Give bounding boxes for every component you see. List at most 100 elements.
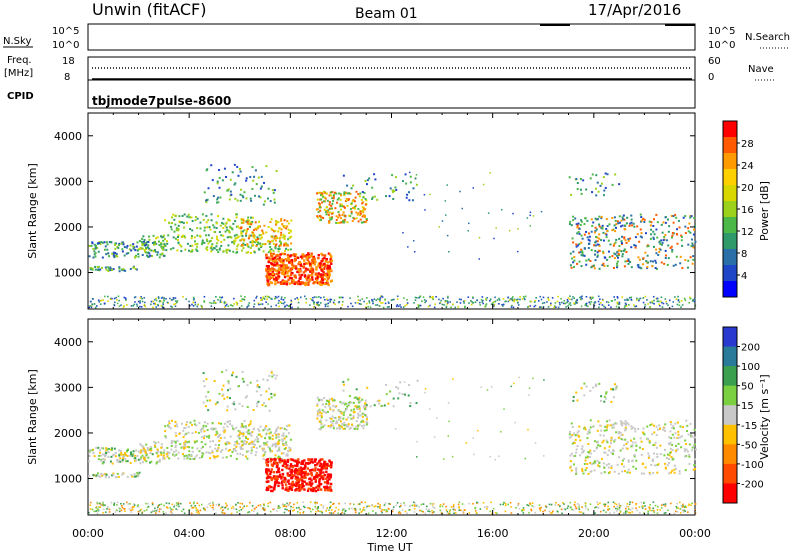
data-cell — [684, 506, 686, 508]
data-cell — [325, 470, 328, 474]
data-cell — [241, 447, 244, 450]
data-cell — [274, 460, 277, 464]
data-cell — [260, 394, 263, 397]
data-cell — [261, 231, 264, 234]
data-cell — [664, 249, 667, 252]
data-cell — [662, 221, 665, 224]
freq-tick-bottom: 8 — [64, 72, 70, 83]
data-cell — [115, 296, 118, 299]
data-cell — [302, 476, 306, 480]
data-cell — [630, 218, 633, 221]
data-cell — [626, 260, 629, 263]
data-cell — [614, 173, 617, 176]
data-cell — [133, 296, 136, 299]
data-cell — [118, 449, 121, 452]
data-cell — [240, 221, 243, 224]
data-cell — [626, 216, 629, 219]
data-cell — [323, 296, 325, 299]
data-cell — [175, 502, 178, 504]
data-cell — [587, 472, 590, 475]
data-cell — [242, 219, 245, 222]
data-cell — [253, 510, 255, 513]
data-cell — [117, 246, 120, 249]
data-cell — [256, 236, 259, 239]
data-cell — [564, 508, 567, 511]
data-cell — [88, 244, 91, 247]
data-cell — [619, 511, 622, 514]
data-cell — [631, 445, 634, 448]
data-cell — [467, 230, 469, 232]
data-cell — [601, 304, 604, 306]
data-cell — [211, 451, 214, 454]
data-cell — [272, 249, 275, 252]
data-cell — [614, 422, 617, 425]
data-cell — [189, 228, 192, 231]
data-cell — [625, 507, 627, 510]
data-cell — [180, 221, 183, 224]
data-cell — [504, 504, 507, 507]
data-cell — [165, 249, 168, 252]
data-cell — [257, 225, 260, 228]
data-cell — [327, 276, 331, 279]
data-cell — [109, 460, 112, 463]
data-cell — [296, 462, 299, 466]
data-cell — [498, 302, 500, 305]
data-cell — [634, 236, 637, 239]
data-cell — [323, 463, 327, 466]
data-cell — [510, 306, 513, 308]
data-cell — [572, 261, 575, 264]
data-cell — [222, 506, 224, 508]
data-cell — [215, 235, 218, 238]
data-cell — [690, 449, 693, 452]
data-cell — [158, 256, 161, 259]
data-cell — [364, 399, 367, 402]
nsearch-tick-bottom: 10^0 — [708, 40, 735, 51]
freq-tick-top: 18 — [62, 56, 75, 67]
data-cell — [631, 507, 634, 510]
data-cell — [332, 409, 335, 412]
data-cell — [150, 460, 153, 463]
data-cell — [388, 195, 391, 198]
data-cell — [668, 458, 671, 461]
data-cell — [236, 434, 239, 437]
data-cell — [202, 452, 205, 455]
data-cell — [491, 386, 493, 388]
data-cell — [271, 272, 275, 275]
data-cell — [618, 245, 621, 248]
data-cell — [562, 501, 564, 504]
data-cell — [313, 460, 317, 463]
data-cell — [309, 487, 313, 491]
data-cell — [631, 501, 634, 504]
data-cell — [226, 189, 229, 192]
data-cell — [251, 216, 254, 219]
data-cell — [289, 458, 292, 461]
data-cell — [108, 241, 111, 244]
data-cell — [97, 509, 100, 512]
data-cell — [118, 507, 120, 509]
data-cell — [325, 402, 328, 405]
data-cell — [88, 306, 91, 309]
data-cell — [522, 507, 525, 509]
data-cell — [632, 222, 635, 225]
data-cell — [597, 464, 600, 467]
data-cell — [326, 473, 330, 476]
data-cell — [253, 303, 256, 305]
data-cell — [482, 302, 485, 305]
data-cell — [163, 243, 166, 246]
data-cell — [346, 184, 349, 187]
data-cell — [337, 508, 340, 511]
data-cell — [119, 449, 122, 452]
data-cell — [302, 501, 304, 504]
data-cell — [300, 474, 303, 477]
data-cell — [273, 485, 276, 488]
data-cell — [404, 504, 406, 507]
data-cell — [371, 186, 374, 189]
data-cell — [594, 226, 597, 229]
data-cell — [354, 507, 357, 510]
data-cell — [667, 230, 670, 233]
data-cell — [142, 445, 145, 448]
data-cell — [213, 300, 215, 302]
data-cell — [607, 501, 610, 504]
data-cell — [265, 463, 269, 467]
data-cell — [102, 504, 105, 507]
